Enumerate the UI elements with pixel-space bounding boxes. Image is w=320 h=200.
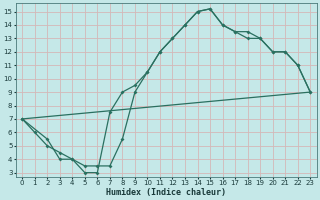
X-axis label: Humidex (Indice chaleur): Humidex (Indice chaleur) [106,188,226,197]
